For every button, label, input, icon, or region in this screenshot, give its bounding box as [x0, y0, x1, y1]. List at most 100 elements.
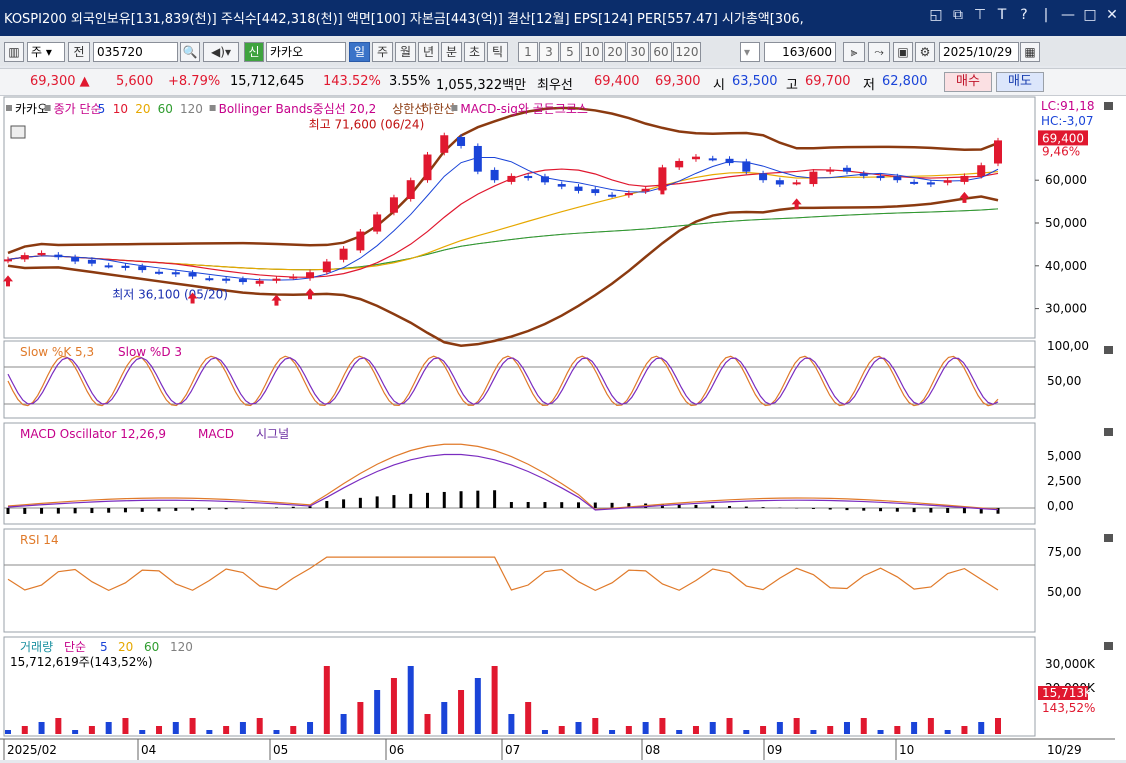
macd-histogram-bar [90, 508, 93, 513]
legend-item-8: 상한선 [392, 102, 425, 116]
candle-body [457, 137, 465, 146]
price-tick-label: 30,000 [1045, 302, 1087, 316]
period-tab-5[interactable]: 초 [464, 42, 485, 62]
candle-body [155, 272, 163, 274]
best-bid: 69,300 [655, 74, 701, 89]
pin-icon[interactable]: ⊤ [972, 7, 988, 23]
chart-menu-icon[interactable]: ▥ [4, 42, 24, 62]
panel-close-icon [1104, 346, 1113, 354]
interval-button-120[interactable]: 120 [673, 42, 701, 62]
maximize-icon[interactable]: □ [1082, 7, 1098, 23]
macd-signal-label: 시그널 [256, 427, 289, 441]
period-tab-1[interactable]: 주 [372, 42, 393, 62]
sell-button[interactable]: 매도 [996, 72, 1044, 92]
volume-ma-5: 5 [100, 640, 108, 654]
period-tab-0[interactable]: 일 [349, 42, 370, 62]
open-label: 시 [713, 74, 725, 93]
macd-histogram-bar [342, 499, 345, 508]
period-tab-6[interactable]: 틱 [487, 42, 508, 62]
macd-histogram-bar [124, 508, 127, 512]
calendar-icon[interactable]: ▦ [1020, 42, 1040, 62]
title-bar: KOSPI200 외국인보유[131,839(천)] 주식수[442,318(천… [0, 0, 1126, 36]
panel-close-icon [1104, 428, 1113, 436]
stoch-d-label: Slow %D 3 [118, 345, 182, 359]
volume-bar [643, 722, 649, 734]
candle-body [575, 187, 583, 191]
period-tab-4[interactable]: 분 [441, 42, 462, 62]
interval-button-1[interactable]: 1 [518, 42, 538, 62]
volume-ratio: 143.52% [323, 74, 381, 89]
turnover-rate: 3.55% [389, 74, 430, 89]
stoch-k-label: Slow %K 5,3 [20, 345, 94, 359]
legend-item-7: Bollinger Bands중심선 20,2 [219, 102, 377, 116]
volume-value: 15,712,645 [230, 74, 304, 89]
data-count-value: 163 [782, 45, 805, 59]
period-tab-3[interactable]: 년 [418, 42, 439, 62]
interval-dropdown[interactable]: ▾ [740, 42, 760, 62]
panel-close-icon [1104, 642, 1113, 650]
volume-bar [5, 730, 11, 734]
interval-button-60[interactable]: 60 [650, 42, 672, 62]
candle-settings-icon[interactable]: ⫸ [843, 42, 865, 62]
candle-body [390, 197, 398, 212]
volume-bar [810, 730, 816, 734]
window-cascade-icon[interactable]: ⧉ [950, 7, 966, 23]
legend-item-6: 120 [180, 102, 203, 116]
volume-bar [391, 678, 397, 734]
macd-histogram-bar [241, 508, 244, 509]
prev-button[interactable]: 전 [68, 42, 90, 62]
x-axis-label: 10 [899, 743, 914, 757]
volume-bar [89, 726, 95, 734]
minimize-icon[interactable]: — [1060, 7, 1076, 23]
help-icon[interactable]: ? [1016, 7, 1032, 23]
volume-bar [240, 722, 246, 734]
buy-button[interactable]: 매수 [944, 72, 992, 92]
macd-histogram-bar [963, 508, 966, 513]
volume-bar [542, 730, 548, 734]
stock-code-input[interactable]: 035720 [93, 42, 178, 62]
interval-button-20[interactable]: 20 [604, 42, 626, 62]
candle-body [843, 168, 851, 172]
interval-button-3[interactable]: 3 [539, 42, 559, 62]
candle-body [977, 165, 985, 176]
font-icon[interactable]: T [994, 7, 1010, 23]
candle-body [373, 214, 381, 231]
candle-body [323, 262, 331, 273]
data-count-field[interactable]: 163/600 [764, 42, 836, 62]
window-tile-icon[interactable]: ◱ [928, 7, 944, 23]
volume-bar [945, 730, 951, 734]
candle-body [222, 279, 230, 281]
candle-body [440, 135, 448, 153]
search-icon[interactable]: 🔍 [180, 42, 200, 62]
candle-body [877, 176, 885, 178]
macd-histogram-bar [57, 508, 60, 514]
volume-bar [156, 726, 162, 734]
close-icon[interactable]: ✕ [1104, 7, 1120, 23]
candle-body [893, 176, 901, 180]
chart-type-select[interactable]: 주 ▾ [27, 42, 65, 62]
macd-histogram-bar [745, 507, 748, 508]
stock-name-value: 카카오 [270, 45, 303, 59]
volume-bar [257, 718, 263, 734]
stock-name-field[interactable]: 카카오 [266, 42, 346, 62]
macd-histogram-bar [225, 508, 228, 509]
volume-bar [206, 730, 212, 734]
candle-body [726, 159, 734, 163]
candle-body [541, 176, 549, 182]
x-axis-label: 08 [645, 743, 660, 757]
interval-button-10[interactable]: 10 [581, 42, 603, 62]
current-price-label: 69,400 [1042, 131, 1084, 145]
sound-icon[interactable]: ◀)▾ [203, 42, 239, 62]
period-tab-2[interactable]: 월 [395, 42, 416, 62]
save-icon[interactable]: ▣ [893, 42, 913, 62]
gear-icon[interactable]: ⚙ [915, 42, 935, 62]
price-tick-label: 40,000 [1045, 259, 1087, 273]
interval-button-5[interactable]: 5 [560, 42, 580, 62]
date-input[interactable]: 2025/10/29 [939, 42, 1019, 62]
indicator-icon[interactable]: ⤳ [868, 42, 890, 62]
volume-bar [39, 722, 45, 734]
volume-bar [743, 730, 749, 734]
interval-button-30[interactable]: 30 [627, 42, 649, 62]
